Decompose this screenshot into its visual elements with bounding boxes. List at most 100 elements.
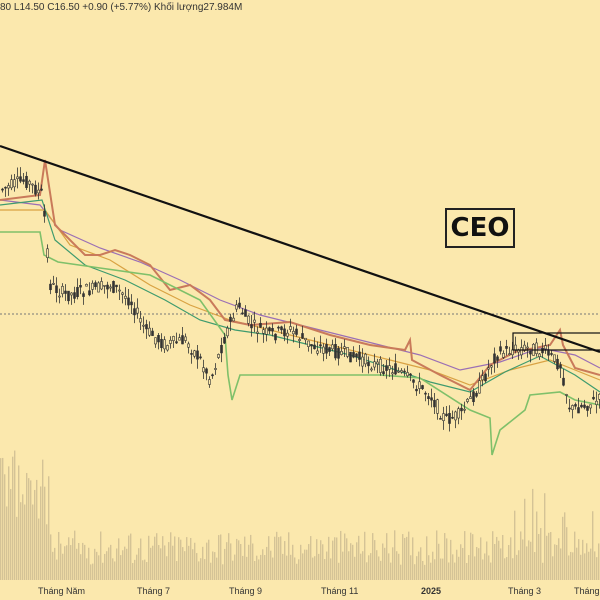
candle [166,344,169,352]
candle [550,349,553,357]
volume-bar [362,551,364,580]
volume-bar [236,538,238,580]
ma-line-red [0,159,600,392]
volume-bar [440,558,442,580]
volume-bar [588,551,590,580]
volume-bar [522,539,524,580]
volume-bar [320,540,322,580]
volume-bar [496,536,498,580]
candle [481,369,484,387]
candle [361,348,364,373]
volume-bar [454,562,456,580]
volume-bar [100,531,102,580]
volume-bar [52,551,54,580]
candle [190,349,193,364]
volume-bar [40,486,42,580]
volume-bar [380,560,382,580]
volume-bar [276,531,278,580]
volume-bar [482,559,484,580]
volume-bar [160,548,162,580]
candle [310,344,313,354]
candle [91,280,94,295]
consolidation-box[interactable] [512,332,600,351]
volume-bar [394,530,396,580]
candle [418,372,421,394]
volume-bar [140,538,142,580]
volume-bar [462,547,464,580]
volume-bar [488,555,490,580]
candle [412,379,415,389]
volume-bar [92,563,94,580]
candle [13,174,16,192]
volume-bar [234,554,236,580]
volume-bar [300,544,302,580]
volume-bar [168,542,170,580]
volume-bar [318,553,320,580]
volume-bar [288,532,290,580]
candle [76,278,79,300]
volume-bar [304,549,306,580]
volume-bar [508,545,510,580]
x-tick-label: Tháng 7 [137,586,171,596]
volume-bar [590,548,592,580]
volume-bar [180,539,182,580]
volume-bar [198,561,200,580]
candle [112,280,115,294]
volume-bar [4,474,6,580]
volume-bar [432,551,434,580]
volume-bar [78,543,80,580]
volume-bar [122,550,124,580]
candle [250,314,253,337]
volume-bar [502,534,504,580]
volume-bar [250,534,252,580]
volume-bar [580,554,582,580]
volume-bar [166,556,168,580]
volume-bar [88,547,90,580]
volume-bar [82,542,84,580]
candle [10,174,13,191]
candle [343,339,346,358]
volume-bar [60,543,62,580]
downtrend-line[interactable] [0,144,600,354]
volume-bar [148,535,150,580]
candle [535,338,538,357]
candle [43,204,46,223]
volume-bar [404,537,406,580]
volume-bar [594,551,596,580]
candle [121,291,124,304]
candle [238,297,241,310]
volume-bar [42,459,44,580]
volume-bar [374,540,376,580]
volume-bar [110,544,112,580]
volume-bar [108,547,110,580]
volume-bar [48,476,50,580]
candle [319,335,322,353]
volume-bar [84,544,86,580]
candle [175,332,178,345]
candle [472,388,475,406]
volume-bar [506,557,508,580]
candle [388,357,391,377]
candle [382,363,385,376]
volume-bar [228,533,230,580]
volume-bar [382,543,384,580]
candle [433,392,436,414]
volume-bar [436,530,438,580]
candle [49,279,52,295]
volume-bar [406,536,408,580]
volume-bar [290,554,292,580]
volume-bar [104,553,106,580]
candle [505,339,508,356]
volume-bar [260,554,262,580]
volume-bar [544,493,546,580]
candle [595,391,598,414]
candle [31,183,34,194]
volume-bar [458,556,460,580]
volume-bar [368,555,370,580]
volume-bar [490,562,492,580]
candle [265,321,268,342]
volume-bar [402,534,404,580]
candle [235,299,238,313]
candle [334,338,337,361]
